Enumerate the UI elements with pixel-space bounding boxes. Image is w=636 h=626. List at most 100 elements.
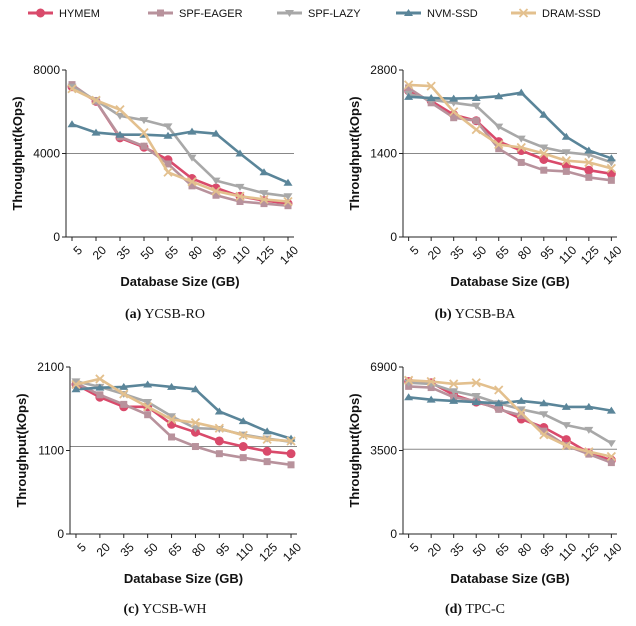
x-axis-label: Database Size (GB)	[450, 571, 569, 586]
data-point	[211, 129, 221, 137]
caption-letter: (c)	[123, 602, 139, 617]
data-point	[259, 168, 269, 176]
data-point	[262, 446, 272, 456]
caption-letter: (a)	[125, 307, 142, 322]
x-tick-label: 95	[538, 540, 558, 560]
data-point	[495, 145, 503, 153]
series-line	[408, 92, 612, 164]
caption-text: YCSB-BA	[455, 307, 517, 322]
data-point	[287, 461, 295, 469]
x-tick-label: 20	[425, 540, 445, 560]
data-point	[517, 158, 525, 166]
data-point	[471, 393, 481, 401]
data-point	[584, 157, 594, 168]
x-tick-label: 5	[407, 540, 422, 555]
x-tick-label: 80	[515, 243, 535, 263]
data-point	[236, 198, 244, 206]
data-point	[191, 443, 199, 451]
data-point	[585, 450, 593, 458]
data-point	[403, 375, 414, 385]
x-tick-label: 5	[74, 540, 89, 555]
data-point	[449, 107, 459, 117]
data-point	[539, 399, 549, 407]
data-point	[539, 148, 549, 159]
x-tick-label: 5	[407, 243, 422, 258]
data-point	[606, 440, 616, 448]
data-point	[163, 123, 173, 131]
data-point	[71, 385, 81, 393]
data-point	[494, 123, 504, 131]
data-point	[167, 382, 177, 390]
x-tick-label: 110	[230, 243, 254, 267]
data-point	[284, 202, 292, 210]
data-point	[584, 165, 594, 175]
data-point	[516, 406, 526, 414]
series-line	[71, 123, 289, 184]
data-point	[259, 190, 269, 198]
data-point	[163, 131, 173, 139]
series-spf-lazy	[67, 83, 293, 201]
y-tick-label: 4000	[33, 147, 60, 161]
data-point	[606, 451, 617, 462]
data-point	[139, 127, 149, 138]
legend-item-dram-ssd: DRAM-SSD	[511, 8, 601, 20]
data-point	[471, 102, 481, 110]
data-point	[405, 84, 413, 92]
data-point	[516, 396, 526, 404]
data-point	[562, 167, 570, 175]
x-tick-label: 50	[470, 243, 490, 263]
x-tick-label: 50	[138, 243, 158, 263]
series-line	[407, 86, 612, 182]
legend-item-spf-lazy: SPF-LAZY	[277, 8, 361, 20]
data-point	[71, 379, 81, 390]
series-line	[408, 381, 613, 445]
data-point	[472, 117, 480, 125]
data-point	[235, 183, 245, 191]
x-tick-label: 20	[94, 540, 114, 560]
data-point	[540, 427, 548, 435]
data-point	[449, 388, 459, 396]
data-point	[426, 395, 436, 403]
data-point	[212, 191, 220, 199]
data-point	[561, 441, 571, 451]
data-point	[561, 422, 571, 430]
legend-label: SPF-EAGER	[179, 8, 243, 20]
series-spf-eager	[405, 382, 615, 467]
data-point	[584, 402, 594, 410]
data-point	[115, 105, 125, 115]
x-tick-label: 110	[556, 540, 580, 564]
chart-panel-ycsb-wh: 0 1100 2100 5 20 35 50 65 80 95 110 125 140 Database …	[14, 360, 304, 617]
data-point	[606, 406, 616, 414]
y-tick-label: 1100	[38, 444, 64, 458]
x-tick-label: 35	[447, 243, 467, 263]
series-line	[408, 83, 612, 170]
data-point	[120, 400, 128, 408]
x-tick-label: 140	[600, 243, 624, 267]
y-tick-label: 0	[390, 527, 397, 541]
caption-text: YCSB-RO	[144, 307, 205, 322]
data-point	[584, 426, 594, 434]
legend-label: DRAM-SSD	[542, 8, 601, 20]
data-point	[67, 84, 77, 94]
data-point	[539, 154, 549, 164]
data-point	[517, 411, 525, 419]
x-tick-label: 110	[556, 243, 580, 267]
panel-caption: (c) YCSB-WH	[123, 602, 206, 617]
data-point	[238, 430, 248, 441]
data-point	[494, 399, 504, 407]
data-point	[115, 130, 125, 138]
data-point	[404, 92, 414, 100]
legend-marker	[285, 10, 294, 17]
y-axis-label: Throughput(kOps)	[10, 96, 25, 210]
data-point	[263, 458, 271, 466]
data-point	[71, 378, 81, 386]
data-point	[494, 92, 504, 100]
y-tick-label: 0	[57, 527, 64, 541]
x-axis-label: Database Size (GB)	[124, 571, 243, 586]
x-tick-label: 125	[253, 243, 277, 267]
series-line	[408, 385, 612, 464]
data-point	[215, 450, 223, 458]
x-tick-label: 65	[162, 243, 182, 263]
series-line	[71, 83, 289, 207]
